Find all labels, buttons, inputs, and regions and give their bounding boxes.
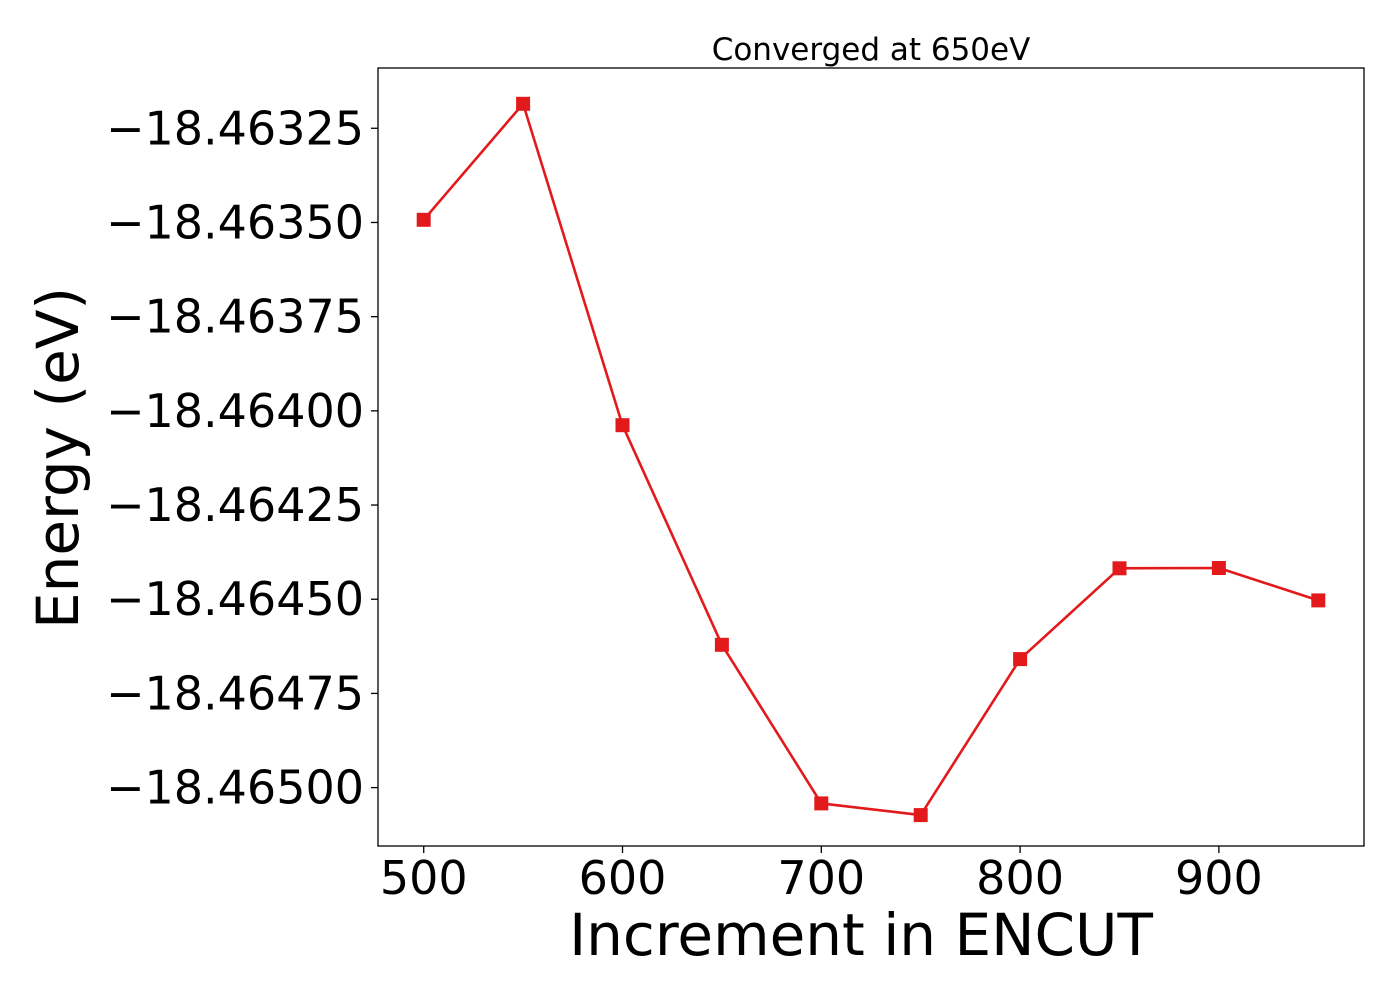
x-tick-label: 600 bbox=[579, 851, 667, 905]
data-point-marker bbox=[1013, 652, 1028, 667]
y-axis: −18.46325 −18.46350 −18.46375 −18.46400 −18.… bbox=[106, 101, 378, 815]
y-tick-label: −18.46500 bbox=[106, 761, 364, 815]
y-tick-label: −18.46350 bbox=[106, 195, 364, 249]
y-tick-label: −18.46475 bbox=[106, 666, 364, 720]
x-tick-label: 900 bbox=[1175, 851, 1263, 905]
y-tick-label: −18.46375 bbox=[106, 290, 364, 344]
chart-title: Converged at 650eV bbox=[712, 32, 1031, 68]
data-point-marker bbox=[913, 808, 928, 823]
x-axis-label: Increment in ENCUT bbox=[569, 901, 1153, 969]
y-tick-label: −18.46400 bbox=[106, 384, 364, 438]
data-point-marker bbox=[814, 796, 829, 811]
y-tick-label: −18.46325 bbox=[106, 101, 364, 155]
plot-area-frame bbox=[377, 67, 1365, 847]
x-axis: 500 600 700 800 900 bbox=[380, 846, 1263, 905]
data-point-marker bbox=[615, 418, 630, 433]
data-point-marker bbox=[714, 637, 729, 652]
data-point-marker bbox=[1112, 561, 1127, 576]
x-tick-label: 800 bbox=[976, 851, 1064, 905]
y-tick-label: −18.46450 bbox=[106, 572, 364, 626]
data-point-marker bbox=[1211, 561, 1226, 575]
data-point-marker bbox=[416, 212, 431, 227]
y-axis-label: Energy (eV) bbox=[24, 287, 92, 629]
x-tick-label: 500 bbox=[380, 851, 468, 905]
series-line bbox=[422, 102, 1319, 817]
y-tick-label: −18.46425 bbox=[106, 478, 364, 532]
plot-series bbox=[416, 96, 1326, 823]
data-point-marker bbox=[1311, 593, 1326, 608]
data-point-marker bbox=[516, 96, 531, 111]
x-tick-label: 700 bbox=[777, 851, 865, 905]
